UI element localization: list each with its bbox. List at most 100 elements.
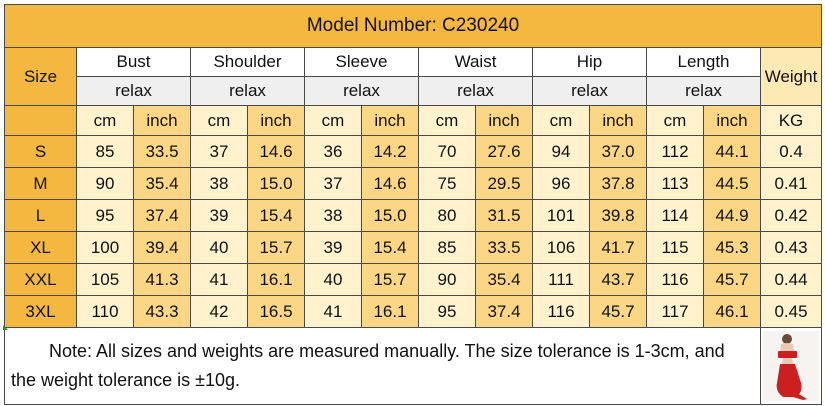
inch-value: 33.5 [475, 231, 533, 264]
unit-header: inch [133, 105, 191, 136]
inch-value: 15.7 [247, 231, 305, 264]
cm-value: 112 [646, 135, 704, 168]
measurement-note: Note: All sizes and weights are measured… [11, 341, 725, 390]
weight-value: 0.42 [759, 199, 823, 232]
cm-value: 110 [76, 295, 134, 328]
red-dress-icon [763, 331, 819, 401]
inch-value: 14.6 [247, 135, 305, 168]
inch-value: 14.6 [361, 167, 419, 200]
fit-label: relax [76, 76, 191, 106]
unit-header: cm [418, 105, 476, 136]
inch-value: 14.2 [361, 135, 419, 168]
table-row: 3XL 110 43.3 42 16.5 41 16.1 95 37.4 116 45.7 117 46… [4, 295, 823, 328]
cm-value: 95 [418, 295, 476, 328]
cm-value: 37 [304, 167, 362, 200]
cm-value: 39 [304, 231, 362, 264]
inch-value: 16.1 [361, 295, 419, 328]
cm-value: 37 [190, 135, 248, 168]
inch-value: 15.0 [247, 167, 305, 200]
weight-unit: KG [759, 105, 823, 136]
cm-value: 94 [532, 135, 590, 168]
size-label: M [4, 167, 77, 200]
inch-value: 44.9 [703, 199, 761, 232]
unit-header: inch [247, 105, 305, 136]
inch-value: 15.7 [361, 263, 419, 296]
inch-value: 39.8 [589, 199, 647, 232]
cm-value: 95 [76, 199, 134, 232]
inch-value: 45.7 [589, 295, 647, 328]
inch-value: 37.4 [475, 295, 533, 328]
cm-value: 38 [304, 199, 362, 232]
fit-label: relax [532, 76, 647, 106]
cm-value: 39 [190, 199, 248, 232]
size-header: Size [4, 47, 77, 106]
size-table: Model Number: C230240 Size Bust Shoulder S… [3, 4, 823, 405]
table-row: M 90 35.4 38 15.0 37 14.6 75 29.5 96 37.8 113 44.5 0.… [4, 167, 823, 200]
inch-value: 45.7 [703, 263, 761, 296]
fit-label: relax [304, 76, 419, 106]
inch-value: 39.4 [133, 231, 191, 264]
table-row: L 95 37.4 39 15.4 38 15.0 80 31.5 101 39.8 114 44.9 0… [4, 199, 823, 232]
cm-value: 40 [304, 263, 362, 296]
cm-value: 38 [190, 167, 248, 200]
measure-header-shoulder: Shoulder [190, 47, 305, 77]
inch-value: 15.0 [361, 199, 419, 232]
size-label: XXL [4, 263, 77, 296]
cm-value: 114 [646, 199, 704, 232]
unit-header: cm [76, 105, 134, 136]
cm-value: 85 [418, 231, 476, 264]
weight-value: 0.43 [759, 231, 823, 264]
inch-value: 29.5 [475, 167, 533, 200]
inch-value: 37.0 [589, 135, 647, 168]
weight-value: 0.45 [759, 295, 823, 328]
inch-value: 37.8 [589, 167, 647, 200]
measure-header-waist: Waist [418, 47, 533, 77]
inch-value: 33.5 [133, 135, 191, 168]
size-unit-blank [4, 105, 77, 136]
size-label: XL [4, 231, 77, 264]
unit-header: inch [703, 105, 761, 136]
inch-value: 41.3 [133, 263, 191, 296]
inch-value: 31.5 [475, 199, 533, 232]
inch-value: 35.4 [475, 263, 533, 296]
unit-header: cm [646, 105, 704, 136]
cm-value: 116 [646, 263, 704, 296]
inch-value: 16.5 [247, 295, 305, 328]
inch-value: 35.4 [133, 167, 191, 200]
inch-value: 37.4 [133, 199, 191, 232]
size-label: 3XL [4, 295, 77, 328]
fit-label: relax [418, 76, 533, 106]
weight-value: 0.44 [759, 263, 823, 296]
inch-value: 44.5 [703, 167, 761, 200]
weight-value: 0.4 [759, 135, 823, 168]
unit-header: cm [304, 105, 362, 136]
inch-value: 27.6 [475, 135, 533, 168]
cell-marker-icon [3, 325, 8, 330]
cm-value: 117 [646, 295, 704, 328]
cm-value: 101 [532, 199, 590, 232]
cm-value: 116 [532, 295, 590, 328]
product-thumbnail-cell [759, 327, 823, 405]
cm-value: 75 [418, 167, 476, 200]
inch-value: 43.7 [589, 263, 647, 296]
cm-value: 80 [418, 199, 476, 232]
inch-value: 15.4 [361, 231, 419, 264]
cm-value: 40 [190, 231, 248, 264]
cm-value: 105 [76, 263, 134, 296]
measure-header-sleeve: Sleeve [304, 47, 419, 77]
cm-value: 42 [190, 295, 248, 328]
weight-header: Weight [759, 47, 823, 106]
inch-value: 41.7 [589, 231, 647, 264]
table-row: S 85 33.5 37 14.6 36 14.2 70 27.6 94 37.0 112 44.1 0.… [4, 135, 823, 168]
cm-value: 36 [304, 135, 362, 168]
unit-header: inch [361, 105, 419, 136]
cm-value: 85 [76, 135, 134, 168]
inch-value: 46.1 [703, 295, 761, 328]
size-label: L [4, 199, 77, 232]
inch-value: 44.1 [703, 135, 761, 168]
model-number-title: Model Number: C230240 [3, 4, 823, 48]
unit-header: inch [475, 105, 533, 136]
cm-value: 90 [76, 167, 134, 200]
inch-value: 15.4 [247, 199, 305, 232]
